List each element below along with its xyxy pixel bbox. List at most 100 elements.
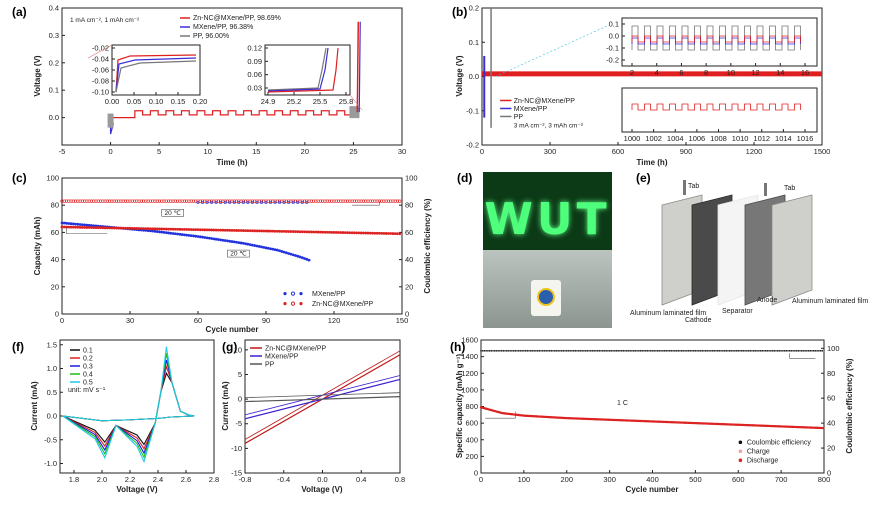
b-legend-item: PP	[514, 114, 524, 121]
c-ytick-label: 60	[51, 228, 59, 237]
h-ce-point	[495, 350, 498, 352]
c-ytick-label: 80	[51, 201, 59, 210]
c-cap-znnc-point	[291, 230, 295, 233]
c-ce-mxene-point	[196, 200, 200, 204]
c-ce-znnc-point	[189, 199, 193, 203]
c-cap-znnc-point	[74, 225, 77, 229]
c-cap-mxene-point	[266, 246, 270, 250]
h-ce-point	[555, 350, 558, 352]
c-cap-mxene-point	[173, 232, 177, 236]
c-ce-znnc-point	[343, 199, 347, 203]
c-ce-znnc-point	[196, 199, 200, 203]
h-ce-point	[569, 350, 571, 352]
c-cap-znnc-point	[121, 226, 125, 230]
panel-label-h: (h)	[450, 340, 465, 354]
a-inset1-mxene	[115, 57, 197, 93]
c-ce-znnc-point	[198, 199, 202, 203]
f-unit: unit: mV s⁻¹	[68, 387, 106, 394]
f-xtick-label: 1.8	[69, 475, 79, 484]
b-inset2-xtick-label: 1016	[797, 134, 814, 143]
c-cap-znnc-point	[393, 232, 397, 236]
c-cap-znnc-point	[264, 229, 268, 233]
a-xtick-label: 30	[398, 147, 406, 156]
c-ce-znnc-point	[121, 199, 125, 203]
h-ce-point	[624, 350, 626, 352]
h-ce-point	[574, 350, 577, 352]
c-ce-znnc-point	[173, 199, 177, 203]
b-inset2-xtick-label: 1010	[732, 134, 749, 143]
a-inset2-ytick-label: 0.09	[247, 57, 262, 66]
h-legend-item: Coulombic efficiency	[747, 440, 812, 447]
h-ce-point	[739, 350, 741, 352]
c-ce-znnc-point	[259, 199, 264, 203]
h-ce-point	[821, 350, 823, 352]
c-ce-znnc-point	[216, 199, 220, 203]
c-cap-znnc-point	[255, 229, 259, 233]
a-inset1-xtick-label: 0.05	[127, 97, 142, 106]
c-ce-znnc-point	[80, 199, 84, 203]
c-cap-mxene-point	[69, 222, 73, 226]
c-cap-znnc-point	[71, 225, 75, 229]
h-ce-point	[554, 350, 556, 352]
c-cap-mxene-point	[194, 234, 198, 238]
a-spike-mxene	[358, 21, 361, 113]
c-ce-znnc-point	[309, 199, 313, 203]
c-cap-mxene-point	[201, 235, 204, 239]
c-cap-znnc-point	[237, 229, 241, 232]
c-ce-znnc-point	[273, 199, 277, 203]
c-ce-mxene-point	[296, 200, 300, 204]
h-ce-point	[581, 350, 583, 352]
h-ce-point	[588, 350, 590, 352]
h-ce-point	[694, 350, 697, 352]
c-legend-dot	[299, 302, 303, 306]
c-cap-znnc-point	[366, 231, 370, 235]
b-legend-item: MXene/PP	[514, 106, 548, 113]
h-ce-point	[797, 350, 799, 352]
h-y2tick-label: 60	[827, 394, 835, 403]
c-cap-mxene-point	[198, 235, 202, 239]
f-ytick-label: 1.5	[47, 340, 57, 349]
g-series-back-2	[244, 392, 401, 399]
c-cap-znnc-point	[203, 228, 207, 232]
c-cap-znnc-point	[205, 228, 209, 232]
a-xtick-label: -5	[59, 147, 66, 156]
c-ce-mxene-point	[232, 200, 236, 204]
c-ce-znnc-point	[312, 199, 316, 203]
c-cap-znnc-point	[108, 226, 111, 230]
h-ce-point	[756, 350, 758, 352]
c-cap-znnc-point	[219, 228, 223, 232]
c-cap-mxene-point	[226, 239, 229, 243]
c-cap-znnc-point	[246, 229, 250, 233]
b-inset1-xtick-label: 14	[776, 68, 784, 77]
c-cap-mxene-point	[74, 222, 77, 226]
b-inset1-pp	[631, 25, 801, 51]
h-ce-point	[586, 350, 589, 352]
h-legend-dot	[738, 440, 743, 445]
c-cap-mxene-point	[248, 243, 252, 247]
c-cap-znnc-point	[133, 227, 136, 230]
b-inset1-xtick-label: 4	[655, 68, 659, 77]
c-y2tick-label: 100	[405, 174, 418, 183]
f-ytick-label: 1.0	[47, 364, 57, 373]
c-cap-znnc-point	[266, 229, 270, 233]
c-cap-znnc-point	[126, 226, 130, 230]
c-ce-znnc-point	[130, 199, 134, 203]
h-ce-point	[504, 350, 506, 352]
b-inset2-xtick-label: 1014	[775, 134, 792, 143]
c-y2tick-label: 60	[405, 228, 413, 237]
h-xtick-label: 200	[560, 475, 573, 484]
c-cap-znnc-point	[380, 231, 383, 235]
h-ce-point	[562, 350, 565, 352]
c-ce-znnc-point	[330, 199, 334, 203]
c-cap-znnc-point	[269, 229, 272, 233]
h-ce-point	[722, 350, 724, 352]
c-ce-znnc-point	[373, 199, 377, 203]
h-ce-point	[696, 350, 698, 352]
c-ce-znnc-point	[73, 199, 78, 203]
c-ce-znnc-point	[225, 199, 230, 203]
c-xtick-label: 150	[396, 316, 409, 325]
c-ce-mxene-point	[241, 200, 245, 204]
a-inset2-xtick-label: 25.5	[313, 97, 328, 106]
c-cap-znnc-point	[221, 228, 225, 232]
c-cap-znnc-point	[192, 228, 195, 231]
